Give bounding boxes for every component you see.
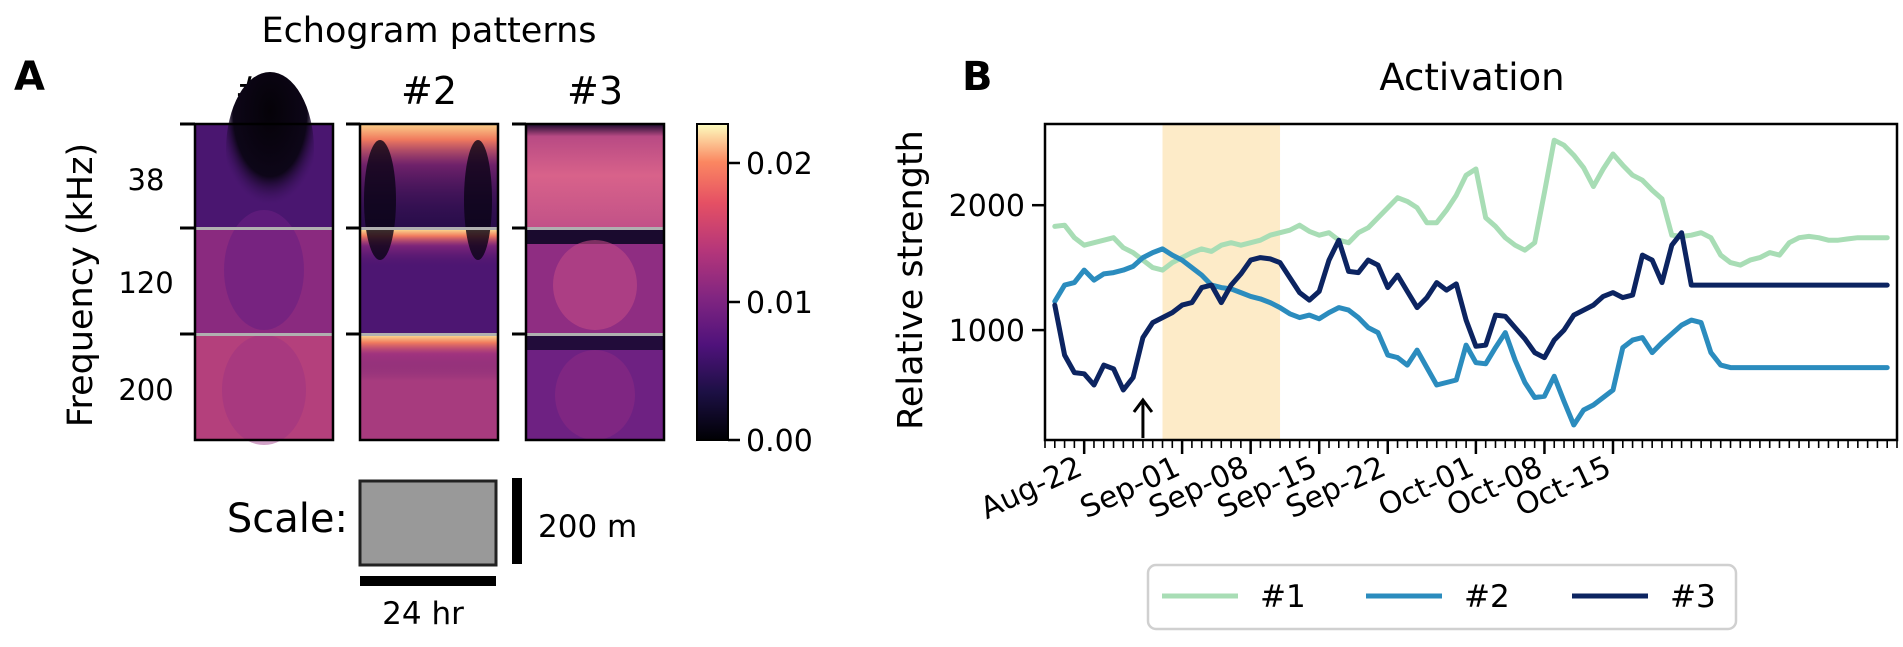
freq-label-200: 200	[118, 373, 173, 407]
chart-ylabel: Relative strength	[891, 130, 931, 430]
colorbar-tick-0.01: 0.01	[746, 286, 813, 321]
highlight-span	[1162, 124, 1281, 440]
activation-chart: Aug-22Sep-01Sep-08Sep-15Sep-22Oct-01Oct-…	[949, 122, 1899, 527]
echogram-pattern-3	[524, 122, 666, 442]
scale-label: Scale:	[227, 496, 348, 542]
scale-indicator: Scale: 200 m 24 hr	[227, 478, 637, 632]
series-line-2	[1052, 246, 1890, 428]
onset-arrow	[1132, 397, 1154, 438]
chart-title: Activation	[1379, 56, 1564, 99]
colorbar-tick-0.02: 0.02	[746, 147, 813, 182]
y-tick-label: 1000	[949, 314, 1025, 349]
pattern-label-2: #2	[401, 69, 457, 113]
pattern-label-3: #3	[567, 69, 623, 113]
panel-a-letter: A	[14, 54, 45, 100]
colorbar: 0.02 0.01 0.00	[696, 123, 813, 459]
echogram-pattern-2	[358, 122, 500, 442]
legend-label-3: #3	[1670, 579, 1716, 615]
scale-horizontal-label: 24 hr	[382, 596, 464, 632]
echogram-pattern-1	[193, 72, 335, 445]
echogram-tick-marks	[180, 122, 526, 336]
panel-a-ylabel: Frequency (kHz)	[61, 143, 101, 427]
panel-b-letter: B	[962, 54, 993, 100]
legend-label-1: #1	[1260, 579, 1306, 615]
chart-legend: #1 #2 #3	[1146, 563, 1738, 631]
freq-label-38: 38	[128, 163, 165, 197]
scale-vertical-label: 200 m	[538, 509, 637, 545]
series-layer	[1052, 137, 1890, 428]
series-line-3	[1052, 230, 1890, 393]
freq-label-120: 120	[118, 266, 173, 300]
legend-label-2: #2	[1464, 579, 1510, 615]
x-tick-label: Aug-22	[975, 450, 1087, 527]
panel-a-title: Echogram patterns	[261, 11, 596, 51]
plot-frame	[1043, 122, 1899, 442]
y-tick-label: 2000	[949, 189, 1025, 224]
colorbar-tick-0.00: 0.00	[746, 424, 813, 459]
series-line-1	[1052, 137, 1890, 273]
